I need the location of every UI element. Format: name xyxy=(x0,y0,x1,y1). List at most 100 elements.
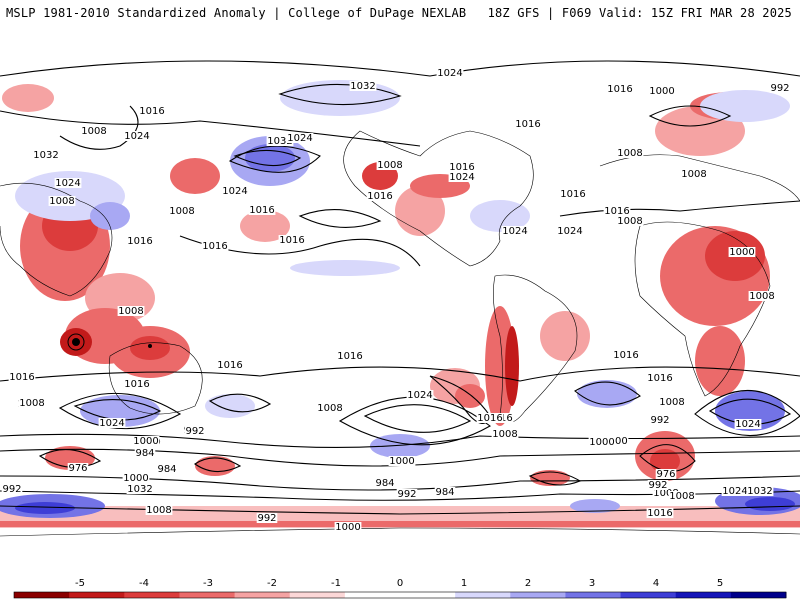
isobar-label: 992 xyxy=(257,513,276,524)
anomaly-blob xyxy=(240,210,290,242)
isobar-label: 1016 xyxy=(337,351,362,362)
anomaly-blob xyxy=(290,260,400,276)
isobar-label: 1000 xyxy=(133,436,158,447)
isobar-label-bg xyxy=(406,390,434,400)
isobar-label: 1032 xyxy=(747,486,772,497)
north-america-outline xyxy=(343,130,534,267)
isobar-label-bg xyxy=(769,83,791,93)
isobar-label-bg xyxy=(396,489,418,499)
isobar-label-bg xyxy=(652,488,680,498)
isobar-label-bg xyxy=(138,106,166,116)
isobar-line xyxy=(574,381,641,406)
isobar-label: 1008 xyxy=(146,505,171,516)
isobar-line xyxy=(228,145,321,173)
isobar-line xyxy=(208,393,272,413)
isobar-label: 1024 xyxy=(437,68,462,79)
isobar-label-bg xyxy=(201,241,229,251)
isobar-label: 1032 xyxy=(33,150,58,161)
colorbar-tick-label: 1 xyxy=(461,578,467,589)
isobar-label: 1016 xyxy=(124,379,149,390)
isobar-label: 992 xyxy=(770,83,789,94)
isobar-label-bg xyxy=(32,150,60,160)
colorbar-tick-label: -4 xyxy=(139,578,149,589)
anomaly-band xyxy=(0,521,800,527)
isobar-line xyxy=(0,60,800,77)
isobar-label: 984 xyxy=(157,464,176,475)
anomaly-blob xyxy=(280,80,400,116)
anomaly-blob xyxy=(650,449,680,473)
isobar-label: 1008 xyxy=(19,398,44,409)
colorbar-swatch xyxy=(620,592,677,598)
isobar-label-bg xyxy=(616,148,644,158)
isobar-label: 1000 xyxy=(729,247,754,258)
isobar-label: 1024 xyxy=(557,226,582,237)
isobar-line xyxy=(0,110,421,147)
positive-anomaly-regions xyxy=(0,80,800,518)
colorbar-tick-label: -1 xyxy=(331,578,341,589)
isobar-label-bg xyxy=(646,373,674,383)
isobar-label-bg xyxy=(388,456,416,466)
isobar-label: 1008 xyxy=(169,206,194,217)
isobar-line xyxy=(648,105,732,127)
isobar-label: 1016 xyxy=(127,236,152,247)
isobar-label: 1016 xyxy=(9,372,34,383)
chart-title: MSLP 1981-2010 Standardized Anomaly | Co… xyxy=(6,6,467,20)
isobar-label-bg xyxy=(448,172,476,182)
isobar-line xyxy=(38,449,102,468)
isobar-label: 1008 xyxy=(377,160,402,171)
australia-outline xyxy=(108,342,203,415)
asia-outline xyxy=(0,182,113,297)
model-run-info: 18Z GFS | F069 Valid: 15Z FRI MAR 28 202… xyxy=(487,6,792,20)
isobar-line xyxy=(58,392,182,430)
isobar-label-bg xyxy=(80,126,108,136)
isobar-line xyxy=(0,433,800,448)
colorbar-tick-label: -2 xyxy=(267,578,277,589)
isobar-label-bg xyxy=(434,487,456,497)
colorbar-outline xyxy=(13,591,787,599)
isobar-label-bg xyxy=(122,473,150,483)
colorbar-swatch xyxy=(14,592,70,598)
isobar-label-bg xyxy=(67,463,89,473)
isobar-label: 992 xyxy=(648,480,667,491)
isobar-label: 1008 xyxy=(681,169,706,180)
isobar-label-bg xyxy=(649,415,671,425)
isobar-label-bg xyxy=(266,136,294,146)
isobar-label-bg xyxy=(647,480,669,490)
isobar-label-bg xyxy=(514,119,542,129)
isobar-label-bg xyxy=(746,486,774,496)
colorbar-swatch xyxy=(124,592,180,598)
isobar-labels: 1024 1032 1016 1008 1024 1032 1024 1008 1016 1016… xyxy=(1,68,791,533)
isobar-label-bg xyxy=(559,189,587,199)
isobar-label: 1024 xyxy=(407,390,432,401)
anomaly-blob xyxy=(695,326,745,396)
isobar-label-bg xyxy=(8,372,36,382)
isobar-label: 1032 xyxy=(127,484,152,495)
isobar-label-bg xyxy=(168,206,196,216)
isobar-label-bg xyxy=(98,418,126,428)
isobar-label: 1008 xyxy=(659,397,684,408)
isobar-label-bg xyxy=(117,306,145,316)
anomaly-blob xyxy=(700,90,790,122)
isobar-label: 1024 xyxy=(99,418,124,429)
anomaly-blob xyxy=(505,326,519,406)
isobar-line xyxy=(338,396,491,446)
isobar-label: 1024 xyxy=(55,178,80,189)
anomaly-blob xyxy=(2,84,54,112)
isobar-label-bg xyxy=(1,484,23,494)
south-america-outline xyxy=(493,274,578,423)
coastlines xyxy=(0,130,800,537)
isobar-label-bg xyxy=(501,226,529,236)
isobar-label: 1024 xyxy=(287,133,312,144)
isobar-label: 984 xyxy=(435,487,454,498)
colorbar-swatch xyxy=(510,592,566,598)
isobar-label-bg xyxy=(658,397,686,407)
isobar-label-bg xyxy=(603,206,631,216)
isobar-label-bg xyxy=(349,81,377,91)
isobar-label: 1008 xyxy=(617,148,642,159)
anomaly-blob xyxy=(170,158,220,194)
isobar-label-bg xyxy=(156,464,178,474)
colorbar-tick-label: -5 xyxy=(75,578,85,589)
isobar-label: 1016 xyxy=(202,241,227,252)
isobar-line xyxy=(694,389,800,437)
isobar-label: 1024 xyxy=(124,131,149,142)
